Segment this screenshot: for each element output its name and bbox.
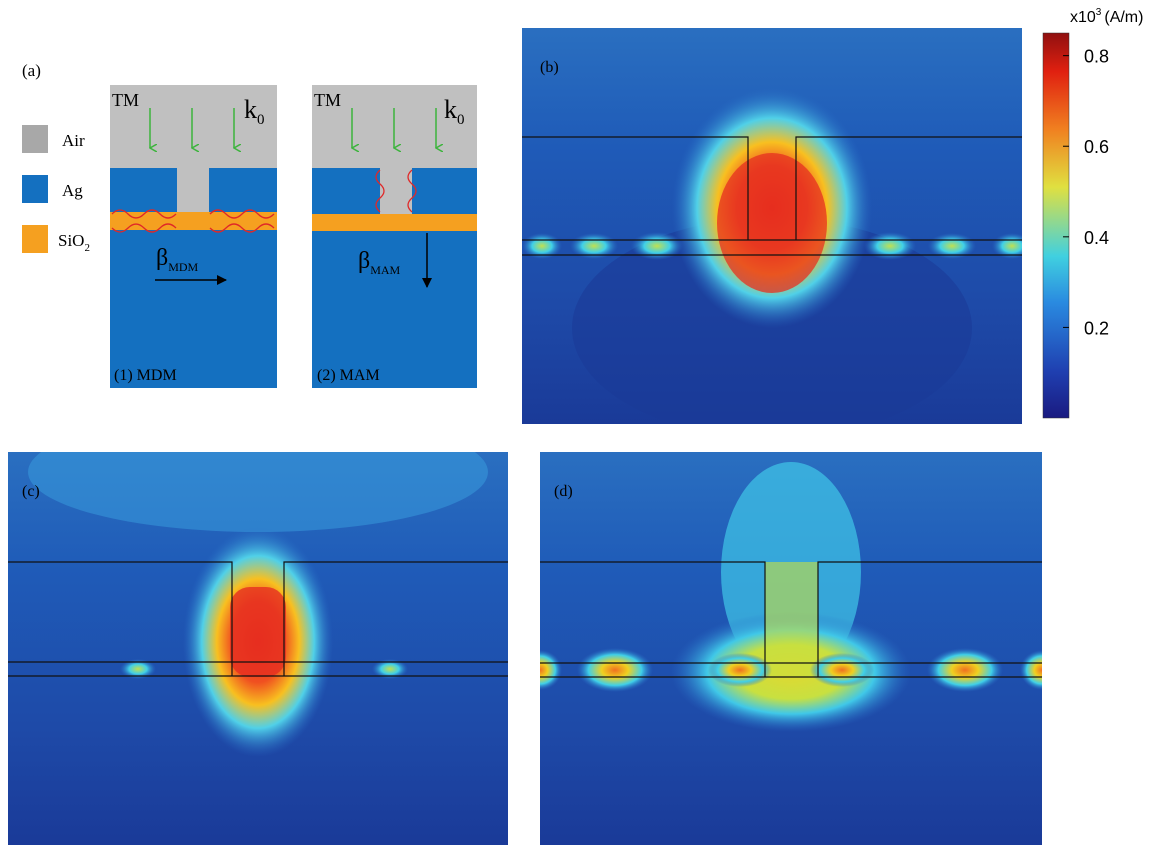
legend-swatch bbox=[22, 125, 48, 153]
ag bbox=[312, 231, 477, 388]
panel-a: (a) Air Ag SiO2 TM k0 βMDM (1) MDM TM k0… bbox=[22, 61, 477, 388]
unit: (A/m) bbox=[1104, 9, 1143, 26]
lobe bbox=[631, 232, 683, 260]
lobe bbox=[1020, 650, 1064, 690]
beta-symbol: β bbox=[156, 245, 168, 271]
colorbar: x103(A/m) 0.2 0.4 0.6 0.8 bbox=[1043, 7, 1143, 418]
field-map bbox=[518, 452, 1064, 845]
k-sub: 0 bbox=[457, 112, 465, 128]
unit-base: x10 bbox=[1070, 9, 1096, 26]
legend-swatch bbox=[22, 225, 48, 253]
lobe bbox=[927, 648, 1003, 692]
legend-label-sub: 2 bbox=[84, 242, 90, 254]
panel-label: (c) bbox=[22, 483, 40, 500]
beta-sub: MDM bbox=[168, 260, 198, 274]
figure: (a) Air Ag SiO2 TM k0 βMDM (1) MDM TM k0… bbox=[0, 0, 1156, 848]
beta-sub: MAM bbox=[370, 263, 400, 277]
k-sub: 0 bbox=[257, 112, 265, 128]
slit-field bbox=[765, 562, 818, 677]
panel-b: (b) bbox=[522, 28, 1032, 438]
field-map bbox=[522, 28, 1032, 438]
lobe bbox=[577, 648, 653, 692]
colorbar-unit: x103(A/m) bbox=[1070, 7, 1143, 26]
field-map bbox=[8, 412, 508, 845]
panel-label: (d) bbox=[554, 483, 573, 500]
legend-swatch bbox=[22, 175, 48, 203]
colorbar-tick-label: 0.6 bbox=[1084, 137, 1109, 157]
slit bbox=[380, 168, 412, 214]
lobe bbox=[810, 653, 874, 687]
colorbar-gradient bbox=[1043, 33, 1069, 418]
lobe bbox=[708, 653, 772, 687]
beta-symbol: β bbox=[358, 248, 370, 274]
sio2 bbox=[110, 212, 277, 230]
legend-label: Ag bbox=[62, 181, 83, 200]
legend-label-main: SiO bbox=[58, 231, 84, 250]
ag bbox=[110, 230, 277, 388]
colorbar-tick-label: 0.4 bbox=[1084, 228, 1109, 248]
polarization: TM bbox=[314, 90, 341, 110]
k: k bbox=[244, 95, 257, 124]
caption: (2) MAM bbox=[317, 367, 380, 384]
panel-label: (b) bbox=[540, 59, 559, 76]
slit bbox=[177, 168, 209, 212]
top-glow bbox=[28, 412, 488, 532]
lobe bbox=[518, 650, 562, 690]
k: k bbox=[444, 95, 457, 124]
panel-label: (a) bbox=[22, 61, 41, 80]
panel-d: (d) bbox=[518, 452, 1064, 845]
legend-label: Air bbox=[62, 131, 85, 150]
unit-exp: 3 bbox=[1096, 7, 1102, 18]
lobe bbox=[864, 232, 916, 260]
legend-label: SiO2 bbox=[58, 231, 90, 254]
sio2 bbox=[312, 214, 477, 231]
hot-core bbox=[230, 587, 286, 677]
panel-c: (c) bbox=[8, 412, 508, 845]
colorbar-tick-label: 0.2 bbox=[1084, 318, 1109, 338]
hot-core bbox=[717, 153, 827, 293]
polarization: TM bbox=[112, 90, 139, 110]
caption: (1) MDM bbox=[114, 367, 177, 384]
colorbar-tick-label: 0.8 bbox=[1084, 47, 1109, 67]
